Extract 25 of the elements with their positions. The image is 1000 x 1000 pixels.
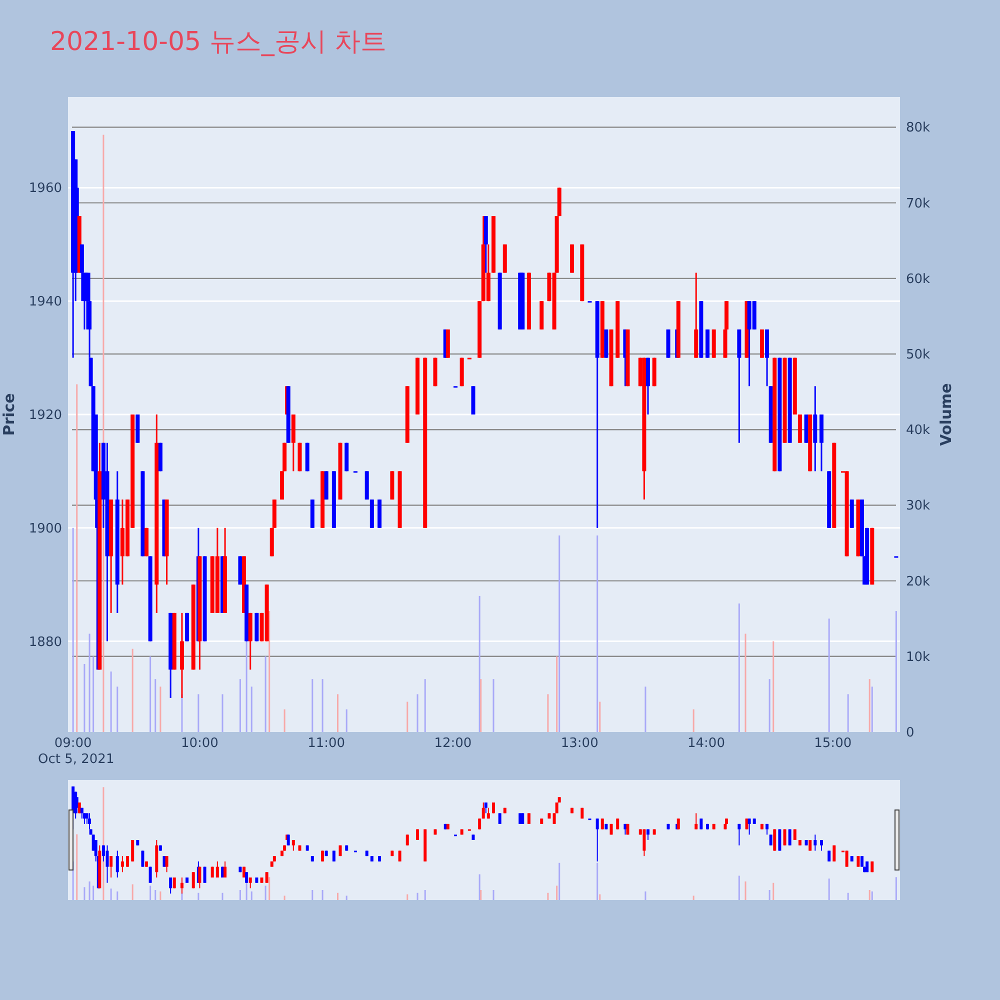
y-tick-label: 1880 [28,634,62,650]
y2-tick-label: 10k [906,650,931,665]
y-axis-title: Price [0,393,18,436]
text: Oct 5, 2021 [38,752,114,767]
y-tick-label: 1900 [28,521,62,536]
x-tick-label: 10:00 [180,736,218,751]
chart-title: 2021-10-05 뉴스_공시 차트 [50,27,387,57]
x-tick-label: 09:00 [54,736,92,751]
y2-axis-title: Volume [937,383,955,446]
x-tick-label: 13:00 [560,736,598,751]
y2-tick-label: 70k [906,196,931,212]
y-tick-label: 1940 [28,294,62,310]
x-tick-label: 12:00 [434,736,472,751]
y-tick-label: 1920 [28,408,62,423]
y2-tick-label: 80k [906,120,931,136]
y2-tick-label: 20k [906,574,931,590]
x-tick-label: 11:00 [308,736,346,751]
y2-tick-label: 30k [906,498,931,514]
y2-tick-label: 60k [906,272,931,287]
x-tick-label: 15:00 [814,736,852,751]
y2-tick-label: 0 [906,726,914,740]
x-tick-label: 14:00 [688,736,725,751]
y2-tick-label: 50k [906,348,931,363]
y2-tick-label: 40k [906,423,931,438]
y-tick-label: 1960 [28,181,62,196]
